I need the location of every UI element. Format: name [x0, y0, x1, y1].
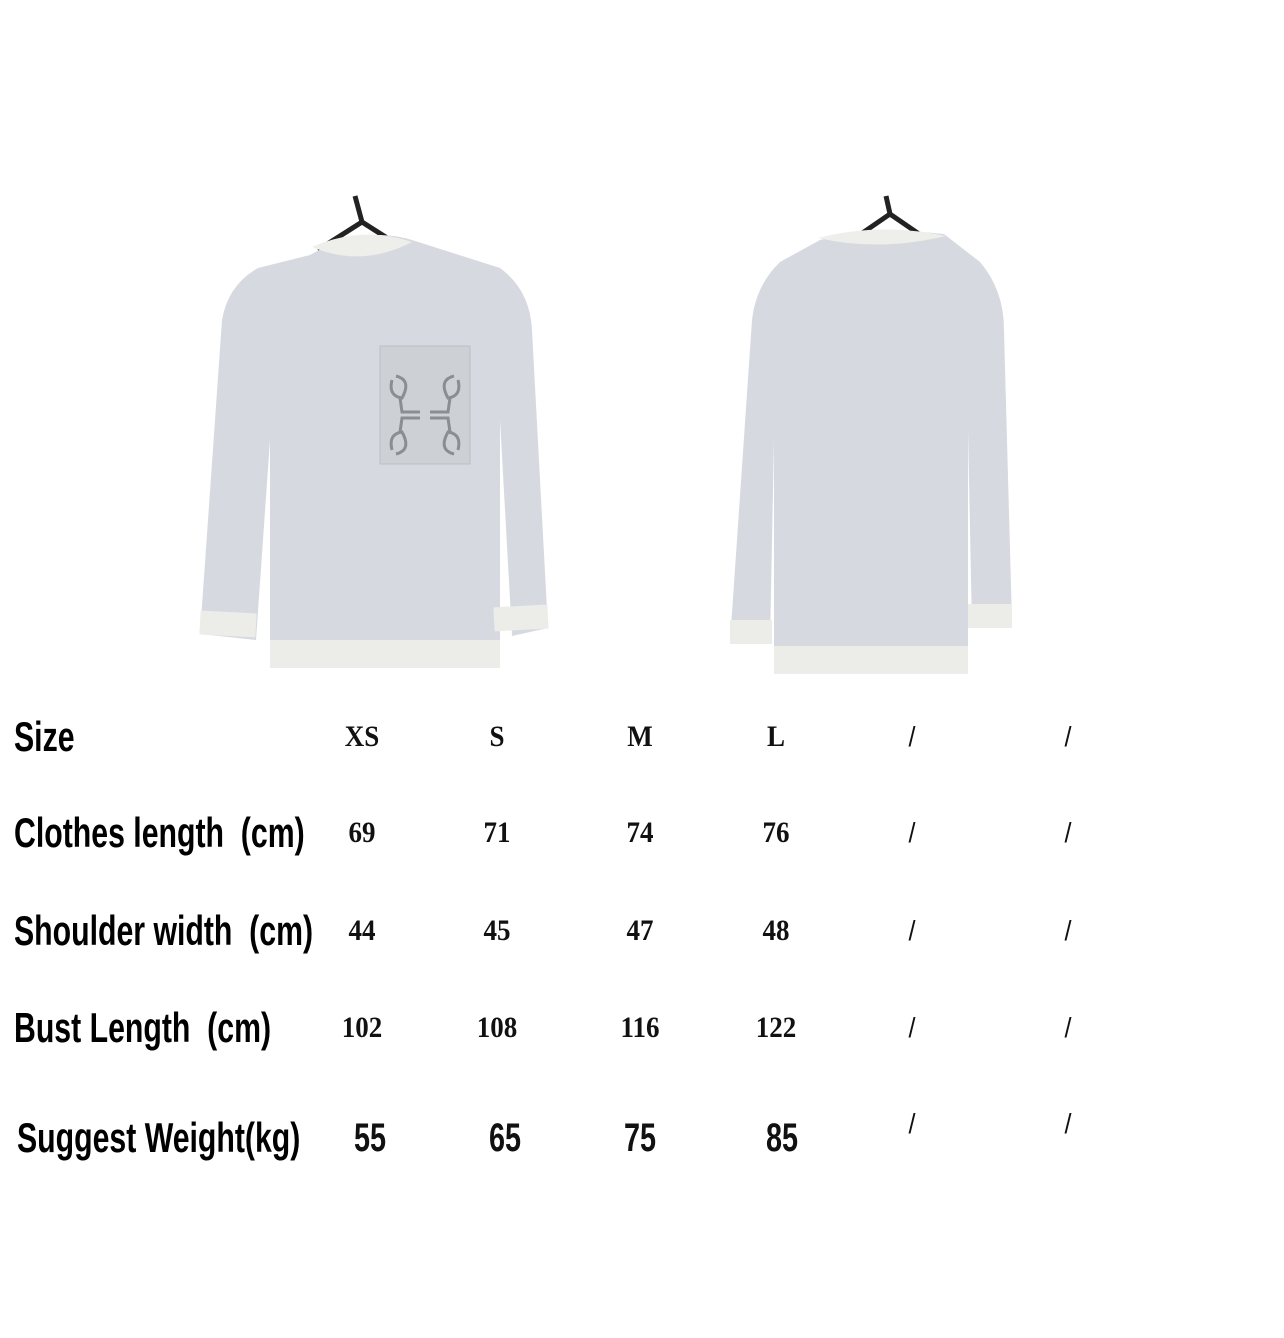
row-label: Clothes length (cm) — [14, 809, 305, 856]
table-cell: / — [1064, 1012, 1072, 1043]
sweater-front-image — [199, 195, 549, 668]
table-cell: 85 — [765, 1116, 799, 1160]
size-l: L — [766, 720, 785, 753]
table-cell: 74 — [626, 816, 654, 849]
size-m: M — [627, 720, 653, 753]
table-cell: / — [908, 1108, 916, 1139]
size-header-row: Size XS S M L / / — [0, 707, 1284, 767]
suggest-weight-row: Suggest Weight(kg) 55 65 75 85 / / — [0, 1108, 1284, 1168]
size-header-label: Size — [14, 713, 75, 760]
bust-length-row: Bust Length (cm) 102 108 116 122 / / — [0, 998, 1284, 1058]
size-xs: XS — [344, 720, 380, 753]
table-cell: / — [908, 1012, 916, 1043]
sweater-back-image — [730, 195, 1012, 674]
anagram-logo-icon — [389, 374, 461, 456]
table-cell: / — [1064, 1108, 1072, 1139]
product-photos — [199, 195, 1012, 674]
table-cell: 47 — [626, 914, 654, 947]
table-cell: 65 — [488, 1116, 522, 1160]
table-cell: 102 — [341, 1011, 383, 1044]
table-cell: 122 — [755, 1011, 797, 1044]
table-cell: / — [908, 817, 916, 848]
size-empty-1: / — [908, 721, 916, 752]
clothes-length-row: Clothes length (cm) 69 71 74 76 / / — [0, 803, 1284, 863]
table-cell: 76 — [762, 816, 790, 849]
size-empty-2: / — [1064, 721, 1072, 752]
table-cell: / — [908, 915, 916, 946]
table-cell: / — [1064, 915, 1072, 946]
table-cell: 48 — [762, 914, 790, 947]
size-s: S — [489, 720, 505, 753]
row-label: Bust Length (cm) — [14, 1004, 272, 1051]
table-cell: 116 — [620, 1011, 660, 1044]
row-label: Shoulder width (cm) — [14, 907, 314, 954]
table-cell: / — [1064, 817, 1072, 848]
table-cell: 44 — [348, 914, 376, 947]
table-cell: 75 — [623, 1116, 657, 1160]
table-cell: 55 — [353, 1116, 387, 1160]
table-cell: 71 — [483, 816, 511, 849]
row-label: Suggest Weight(kg) — [17, 1114, 301, 1161]
shoulder-width-row: Shoulder width (cm) 44 45 47 48 / / — [0, 901, 1284, 961]
table-cell: 108 — [476, 1011, 518, 1044]
table-cell: 69 — [348, 816, 376, 849]
table-cell: 45 — [483, 914, 511, 947]
